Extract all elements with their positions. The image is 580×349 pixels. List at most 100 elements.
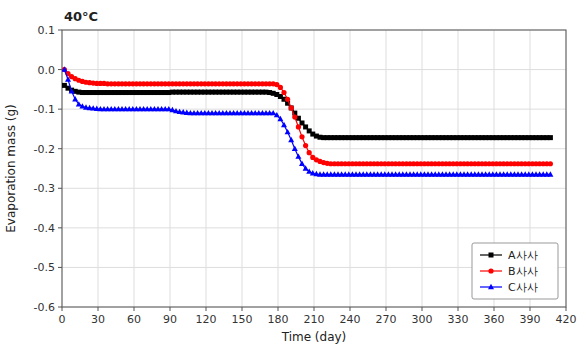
- grid-line-x: [422, 30, 423, 307]
- legend-marker: [488, 284, 494, 289]
- point: [292, 114, 297, 119]
- plot-background: [62, 30, 566, 307]
- series-line: [64, 70, 550, 164]
- series: [62, 66, 553, 176]
- point: [548, 161, 553, 166]
- point: [281, 122, 287, 127]
- point: [278, 85, 283, 90]
- tick-label-x: 270: [376, 313, 397, 326]
- grid-line-x: [458, 30, 459, 307]
- title: 40°C: [64, 9, 98, 24]
- tick-label-x: 150: [232, 313, 253, 326]
- tick-y: [58, 148, 62, 149]
- point: [289, 105, 294, 110]
- point: [307, 150, 312, 155]
- point: [281, 90, 286, 95]
- legend-label: C사사: [508, 281, 538, 294]
- tick-x: [62, 307, 63, 311]
- tick-label-y: 0.1: [38, 24, 56, 37]
- point: [295, 153, 301, 158]
- tick-label-y: -0.6: [34, 301, 55, 314]
- data: [62, 66, 553, 176]
- point: [288, 137, 294, 142]
- plot-frame: [62, 30, 566, 307]
- point: [270, 110, 276, 115]
- tick-label-x: 30: [91, 313, 105, 326]
- series: [62, 83, 553, 140]
- grid-line-x: [170, 30, 171, 307]
- tick-x: [98, 307, 99, 311]
- tick-x: [206, 307, 207, 311]
- point: [277, 116, 283, 121]
- point: [303, 143, 308, 148]
- legend-label: A사사: [508, 249, 538, 262]
- point: [285, 129, 291, 134]
- point: [62, 67, 67, 72]
- tick-y: [58, 109, 62, 110]
- tick-label-x: 120: [196, 313, 217, 326]
- tick-label-x: 390: [520, 313, 541, 326]
- point: [69, 88, 75, 93]
- point: [62, 66, 67, 71]
- point: [76, 101, 82, 106]
- tick-x: [314, 307, 315, 311]
- point: [303, 165, 309, 170]
- tick-label-x: 210: [304, 313, 325, 326]
- legend-label: B사사: [508, 265, 538, 278]
- chart: 0.10.0-0.1-0.2-0.3-0.4-0.5-0.60306090120…: [0, 0, 580, 349]
- y-axis-label: Evaporation mass (g): [4, 104, 18, 232]
- tick-label-x: 300: [412, 313, 433, 326]
- tick-x: [278, 307, 279, 311]
- series-line: [64, 85, 550, 137]
- point: [292, 146, 298, 151]
- point: [299, 134, 304, 139]
- tick-label-x: 60: [127, 313, 141, 326]
- point: [274, 112, 280, 117]
- tick-x: [386, 307, 387, 311]
- tick-label-x: 90: [163, 313, 177, 326]
- tick-x: [494, 307, 495, 311]
- tick-x: [170, 307, 171, 311]
- tick-x: [242, 307, 243, 311]
- grid-line-x: [278, 30, 279, 307]
- x-axis-label: Time (day): [281, 330, 347, 344]
- tick-x: [566, 307, 567, 311]
- series: [62, 67, 553, 166]
- grid: [62, 30, 566, 307]
- point: [289, 105, 294, 110]
- tick-x: [530, 307, 531, 311]
- legend: A사사 B사사 C사사: [472, 243, 558, 299]
- tick-y: [58, 188, 62, 189]
- tick-label-x: 330: [448, 313, 469, 326]
- point: [299, 161, 305, 166]
- tick-y: [58, 69, 62, 70]
- legend-box: [472, 243, 558, 299]
- tick-label-x: 420: [556, 313, 577, 326]
- tick-label-y: -0.1: [34, 103, 55, 116]
- tick-x: [350, 307, 351, 311]
- tick-y: [58, 267, 62, 268]
- grid-line-x: [314, 30, 315, 307]
- tick-label-x: 0: [59, 313, 66, 326]
- tick-label-x: 180: [268, 313, 289, 326]
- legend-marker: [489, 253, 494, 258]
- tick-label-x: 240: [340, 313, 361, 326]
- point: [547, 171, 553, 176]
- grid-line-x: [98, 30, 99, 307]
- tick-label-y: -0.2: [34, 143, 55, 156]
- grid-line-x: [206, 30, 207, 307]
- axes: 0.10.0-0.1-0.2-0.3-0.4-0.5-0.60306090120…: [34, 24, 577, 326]
- point: [285, 97, 290, 102]
- tick-x: [458, 307, 459, 311]
- tick-label-y: -0.5: [34, 261, 55, 274]
- tick-label-y: -0.4: [34, 222, 55, 235]
- point: [296, 124, 301, 129]
- grid-line-x: [134, 30, 135, 307]
- tick-label-y: 0.0: [38, 64, 56, 77]
- tick-x: [134, 307, 135, 311]
- tick-y: [58, 307, 62, 308]
- tick-y: [58, 30, 62, 31]
- grid-line-x: [386, 30, 387, 307]
- point: [72, 96, 78, 101]
- point: [65, 76, 71, 81]
